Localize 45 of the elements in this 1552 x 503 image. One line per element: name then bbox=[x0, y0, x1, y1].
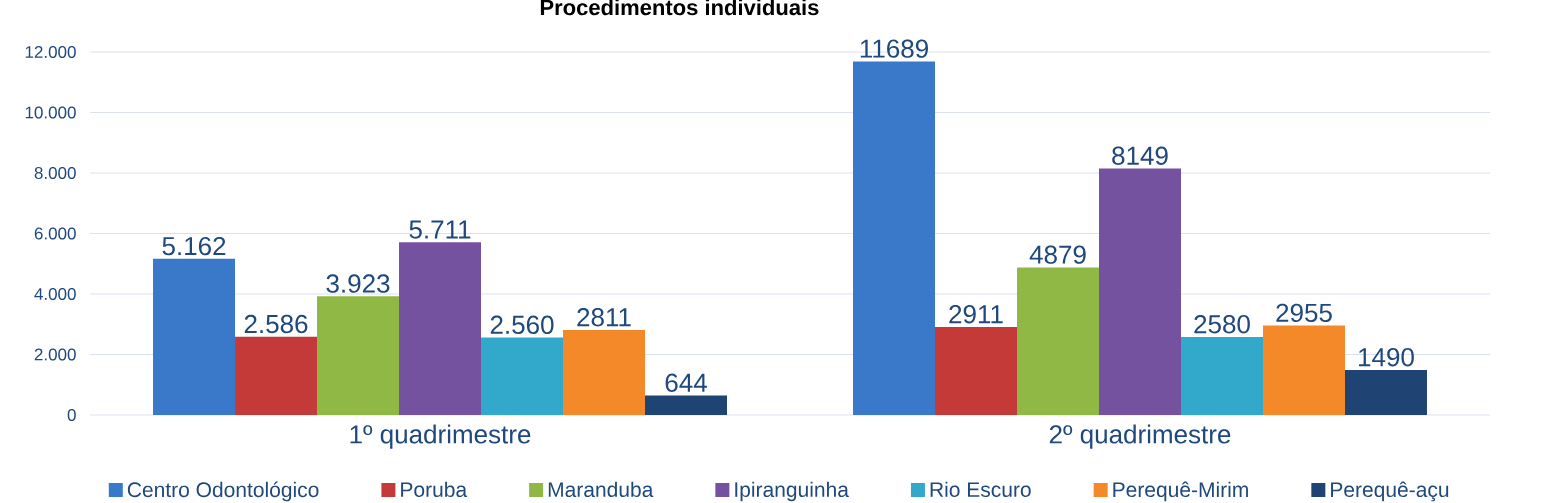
data-label: 644 bbox=[665, 373, 707, 392]
legend-label: Perequê-Mirim bbox=[1113, 481, 1248, 502]
legend-label: Ipiranguinha bbox=[735, 481, 849, 502]
bar bbox=[317, 296, 400, 415]
data-label: 5.711 bbox=[409, 220, 471, 239]
bar bbox=[153, 258, 236, 415]
data-label: 11689 bbox=[860, 39, 928, 58]
bar bbox=[1345, 369, 1427, 415]
data-label: 2.586 bbox=[244, 314, 308, 334]
legend-label: Maranduba bbox=[548, 481, 654, 498]
data-label: 2955 bbox=[1276, 303, 1332, 323]
data-label: 5.162 bbox=[162, 236, 226, 256]
bar bbox=[1099, 168, 1181, 415]
y-tick-label: 4.000 bbox=[34, 287, 76, 301]
bar bbox=[481, 337, 564, 415]
bar bbox=[1181, 336, 1263, 415]
data-label: 8149 bbox=[1112, 146, 1168, 165]
y-tick-label: 8.000 bbox=[34, 166, 76, 180]
bar bbox=[645, 395, 728, 415]
y-tick-label: 6.000 bbox=[34, 227, 76, 240]
data-label: 2.560 bbox=[490, 315, 554, 335]
data-label: 2580 bbox=[1194, 314, 1250, 334]
bar bbox=[399, 242, 482, 415]
legend-label: Poruba bbox=[401, 481, 468, 498]
y-tick-label: 10.000 bbox=[25, 106, 76, 119]
chart-title: Procedimentos individuais bbox=[540, 0, 819, 16]
legend-label: Perequê-açu bbox=[1331, 481, 1449, 502]
legend-label: Rio Escuro bbox=[930, 481, 1031, 498]
y-tick-label: 12.000 bbox=[25, 45, 76, 59]
bar bbox=[853, 61, 935, 415]
data-label: 3.923 bbox=[326, 274, 390, 293]
y-tick-label: 0 bbox=[67, 408, 76, 422]
data-label: 1490 bbox=[1359, 347, 1414, 367]
bar bbox=[235, 336, 318, 415]
bar bbox=[1017, 267, 1099, 415]
x-tick-label: 1º quadrimestre bbox=[350, 424, 531, 449]
bar bbox=[935, 326, 1017, 415]
legend-label: Centro Odontológico bbox=[127, 481, 319, 502]
x-tick-label: 2º quadrimestre bbox=[1049, 424, 1231, 449]
data-label: 4879 bbox=[1029, 245, 1086, 264]
bar bbox=[1263, 325, 1345, 415]
y-tick-label: 2.000 bbox=[34, 348, 76, 361]
data-label: 2911 bbox=[949, 304, 1003, 324]
bar bbox=[563, 329, 646, 415]
data-label: 2811 bbox=[577, 308, 631, 327]
